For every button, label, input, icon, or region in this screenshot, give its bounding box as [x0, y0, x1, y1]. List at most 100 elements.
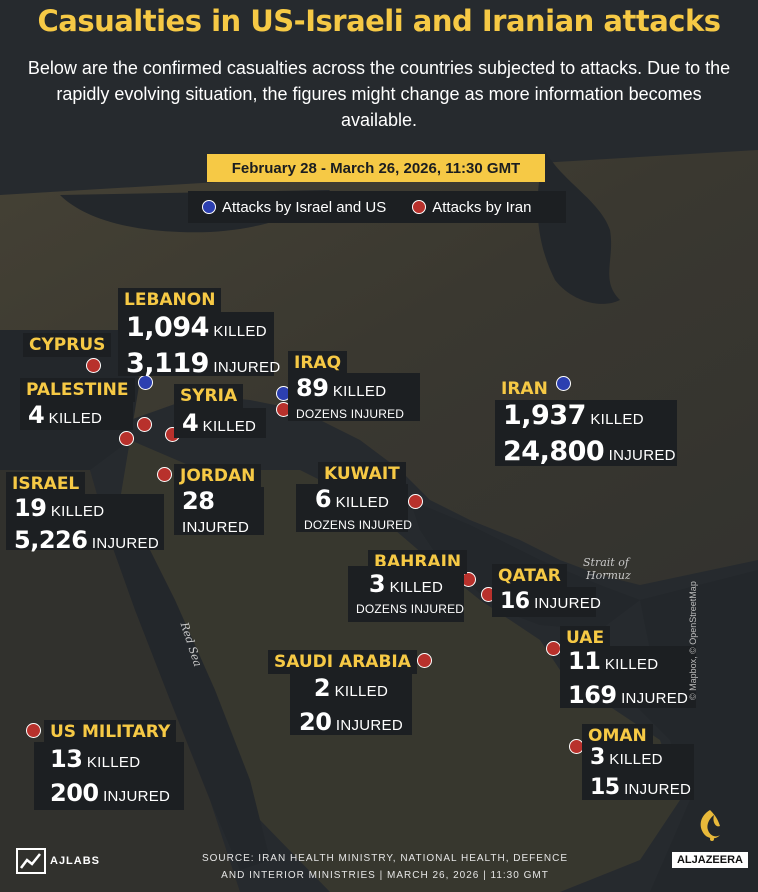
bahrain-killed-label: KILLED	[389, 579, 444, 596]
region-name-qatar: QATAR	[492, 564, 567, 588]
uae-injured: 169	[568, 681, 617, 709]
card-kuwait: 6 KILLED DOZENS INJURED	[296, 484, 413, 532]
marker-jordan[interactable]	[157, 467, 172, 482]
card-syria: 4 KILLED	[174, 408, 266, 438]
iran-injured-label: INJURED	[608, 447, 676, 464]
brand-left: AJLABS	[50, 855, 101, 867]
region-name-israel: ISRAEL	[6, 472, 86, 496]
card-saudi-arabia: 2 KILLED 20 INJURED	[290, 673, 412, 736]
iran-killed-label: KILLED	[590, 411, 644, 428]
oman-killed-label: KILLED	[609, 751, 663, 768]
jordan-value-label: INJURED	[182, 519, 250, 536]
region-name-lebanon: LEBANON	[118, 288, 222, 312]
legend-label-israel-us: Attacks by Israel and US	[222, 198, 387, 216]
aljazeera-logo: ALJAZEERA	[672, 808, 748, 868]
bahrain-injured-text: DOZENS INJURED	[356, 602, 465, 616]
uae-killed: 11	[568, 647, 601, 675]
kuwait-killed: 6	[314, 485, 332, 513]
card-palestine: 4 KILLED	[20, 400, 133, 430]
palestine-killed-label: KILLED	[48, 410, 103, 427]
iran-killed: 1,937	[503, 400, 586, 431]
card-oman: 3 KILLED 15 INJURED	[582, 744, 694, 800]
lebanon-injured: 3,119	[126, 348, 209, 379]
red-marker-icon	[412, 200, 427, 214]
legend: Attacks by Israel and US Attacks by Iran	[188, 191, 566, 223]
us-military-injured-label: INJURED	[103, 788, 171, 805]
region-name-iran: IRAN	[501, 379, 548, 399]
card-iran: 1,937 KILLED 24,800 INJURED	[495, 400, 677, 467]
marker-uae[interactable]	[546, 641, 561, 656]
footer-line1: SOURCE: IRAN HEALTH MINISTRY, NATIONAL H…	[201, 853, 569, 864]
page-subtitle: Below are the confirmed casualties acros…	[27, 58, 731, 130]
legend-item-iran: Attacks by Iran	[412, 199, 531, 216]
lebanon-killed-label: KILLED	[213, 323, 267, 340]
us-military-injured: 200	[50, 779, 99, 807]
us-military-killed-label: KILLED	[86, 754, 141, 771]
region-name-us-military: US MILITARY	[44, 720, 177, 744]
qatar-injured-label: INJURED	[534, 595, 602, 612]
lebanon-killed: 1,094	[126, 312, 209, 343]
card-israel: 19 KILLED 5,226 INJURED	[6, 494, 164, 554]
label-strait-line2: Hormuz	[586, 569, 631, 582]
legend-label-iran: Attacks by Iran	[432, 198, 532, 216]
iraq-killed: 89	[296, 374, 329, 402]
marker-israel[interactable]	[119, 431, 134, 446]
uae-killed-label: KILLED	[604, 656, 659, 673]
iraq-injured-text: DOZENS INJURED	[296, 407, 405, 421]
us-military-killed: 13	[50, 745, 83, 773]
kuwait-killed-label: KILLED	[335, 494, 390, 511]
iraq-killed-label: KILLED	[332, 383, 387, 400]
marker-palestine[interactable]	[137, 417, 152, 432]
card-qatar: 16 INJURED	[492, 587, 601, 617]
page-title: Casualties in US-Israeli and Iranian att…	[37, 4, 721, 38]
israel-injured-label: INJURED	[91, 535, 159, 552]
saudi-killed-label: KILLED	[334, 683, 389, 700]
oman-injured-label: INJURED	[624, 781, 692, 798]
legend-item-israel-us: Attacks by Israel and US	[202, 199, 386, 216]
card-iraq: 89 KILLED DOZENS INJURED	[288, 373, 420, 421]
bahrain-killed: 3	[368, 570, 386, 598]
israel-killed-label: KILLED	[50, 503, 105, 520]
syria-killed: 4	[182, 409, 199, 437]
saudi-injured-label: INJURED	[335, 717, 403, 734]
region-name-saudi-arabia: SAUDI ARABIA	[268, 650, 417, 674]
region-name-iraq: IRAQ	[288, 351, 348, 375]
lebanon-injured-label: INJURED	[213, 359, 281, 376]
card-lebanon: 1,094 KILLED 3,119 INJURED	[118, 312, 280, 379]
marker-iran[interactable]	[556, 376, 571, 391]
region-name-syria: SYRIA	[174, 384, 244, 408]
kuwait-injured-text: DOZENS INJURED	[304, 518, 413, 532]
uae-injured-label: INJURED	[621, 690, 689, 707]
marker-kuwait[interactable]	[408, 494, 423, 509]
qatar-injured: 16	[500, 589, 530, 614]
footer-line2: AND INTERIOR MINISTRIES | MARCH 26, 2026…	[221, 870, 549, 881]
label-strait-line1: Strait of	[583, 556, 629, 569]
aj-labs-logo: AJLABS	[16, 848, 100, 874]
marker-us-military[interactable]	[26, 723, 41, 738]
saudi-injured: 20	[299, 708, 332, 736]
region-name-palestine: PALESTINE	[20, 378, 135, 402]
marker-cyprus[interactable]	[86, 358, 101, 373]
syria-killed-label: KILLED	[202, 418, 257, 435]
region-name-jordan: JORDAN	[174, 464, 262, 488]
date-range-badge: February 28 - March 26, 2026, 11:30 GMT	[207, 154, 545, 182]
region-name-cyprus: CYPRUS	[23, 333, 112, 357]
map-credit: © Mapbox, © OpenStreetMap	[688, 581, 698, 700]
oman-killed: 3	[590, 745, 605, 770]
card-uae: 11 KILLED 169 INJURED	[560, 646, 696, 709]
logo-aljazeera-icon	[700, 810, 720, 841]
israel-killed: 19	[14, 494, 47, 522]
caspian-sea	[537, 150, 620, 304]
card-us-military: 13 KILLED 200 INJURED	[34, 742, 184, 810]
palestine-killed: 4	[28, 401, 45, 429]
iran-injured: 24,800	[503, 436, 605, 467]
jordan-value: 28	[182, 487, 215, 515]
region-name-kuwait: KUWAIT	[318, 462, 406, 486]
logo-aj-labs-icon	[16, 848, 46, 874]
saudi-killed: 2	[313, 674, 331, 702]
card-bahrain: 3 KILLED DOZENS INJURED	[348, 566, 464, 622]
blue-marker-icon	[202, 200, 216, 214]
red-sea	[110, 530, 270, 870]
marker-saudi-arabia[interactable]	[417, 653, 432, 668]
israel-injured: 5,226	[14, 526, 88, 554]
